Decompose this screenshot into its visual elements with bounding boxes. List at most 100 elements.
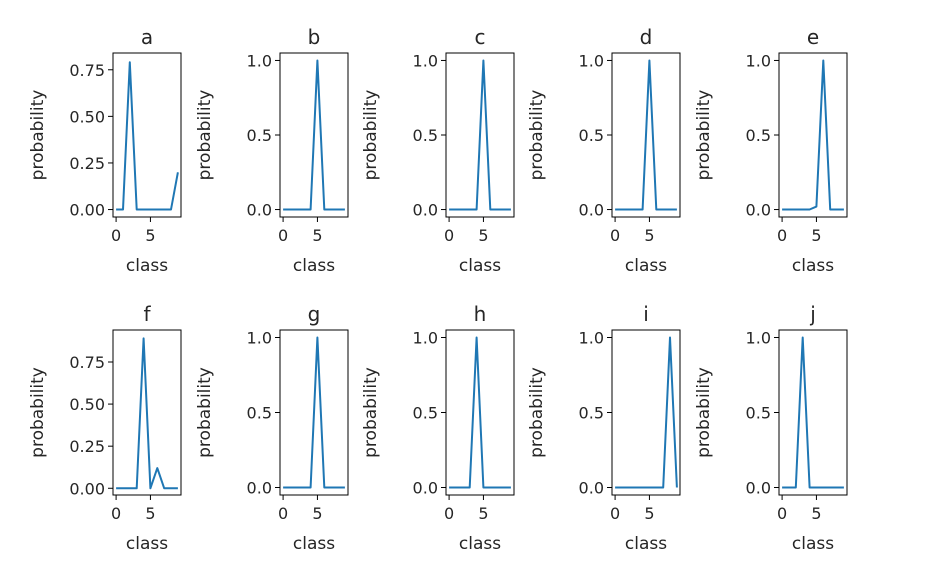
y-tick-label: 0.25 [69, 154, 105, 173]
y-tick-label: 0.5 [247, 126, 272, 145]
x-tick-label: 0 [111, 504, 121, 523]
x-axis-label: class [792, 256, 834, 276]
axes-frame [778, 52, 848, 218]
x-tick-label: 5 [312, 226, 322, 245]
subplot-c: 0.0 0.5 1.0 0 5 c class probability [361, 25, 515, 276]
subplot-title: d [640, 25, 653, 49]
series-line [283, 336, 345, 489]
y-tick-label: 0.0 [247, 201, 272, 220]
subplot-e: 0.0 0.5 1.0 0 5 e class probability [694, 25, 848, 276]
y-tick-label: 0.0 [579, 479, 604, 498]
series-line [615, 336, 678, 489]
subplot-title: e [807, 25, 819, 49]
x-tick-label: 5 [811, 504, 821, 523]
x-axis-label: class [459, 534, 501, 554]
y-axis-label: probability [195, 367, 215, 458]
x-tick-label: 0 [777, 504, 787, 523]
y-axis-label: probability [694, 367, 714, 458]
y-axis-label: probability [527, 90, 547, 181]
y-axis-label: probability [361, 90, 381, 181]
y-tick-label: 1.0 [247, 329, 272, 348]
subplot-title: c [475, 25, 486, 49]
axes-frame [112, 329, 182, 496]
y-tick-label: 1.0 [247, 51, 272, 70]
subplot-i: 0.0 0.5 1.0 0 5 i class probability [527, 302, 681, 554]
x-axis-label: class [625, 256, 667, 276]
x-tick-label: 0 [444, 504, 454, 523]
subplot-j: 0.0 0.5 1.0 0 5 j class probability [694, 302, 848, 554]
series-line [116, 61, 179, 211]
x-tick-label: 5 [145, 504, 155, 523]
y-axis-label: probability [195, 90, 215, 181]
x-tick-label: 5 [811, 226, 821, 245]
series-line [782, 336, 844, 489]
subplot-title: i [643, 302, 649, 326]
x-axis-label: class [792, 534, 834, 554]
y-tick-label: 0.0 [746, 201, 771, 220]
y-axis-label: probability [527, 367, 547, 458]
series-line [116, 337, 178, 490]
subplot-title: b [308, 25, 321, 49]
y-tick-label: 0.5 [579, 404, 604, 423]
series-line [782, 59, 844, 211]
subplot-title: f [143, 302, 151, 326]
y-tick-label: 1.0 [413, 329, 438, 348]
x-axis-label: class [126, 256, 168, 276]
subplot-a: 0.00 0.25 0.50 0.75 0 5 a class probability [28, 25, 182, 276]
y-axis-label: probability [694, 90, 714, 181]
y-tick-label: 0.0 [579, 201, 604, 220]
axes-frame [112, 52, 182, 218]
y-tick-label: 0.50 [69, 395, 105, 414]
subplot-d: 0.0 0.5 1.0 0 5 d class probability [527, 25, 681, 276]
y-tick-label: 0.75 [69, 61, 105, 80]
x-tick-label: 5 [644, 226, 654, 245]
y-tick-label: 1.0 [746, 329, 771, 348]
y-tick-label: 0.00 [69, 201, 105, 220]
y-axis-label: probability [28, 90, 48, 181]
series-line [449, 336, 511, 489]
subplot-b: 0.0 0.5 1.0 0 5 b class probability [195, 25, 349, 276]
series-line [449, 59, 511, 211]
x-tick-label: 0 [777, 226, 787, 245]
y-tick-label: 0.0 [413, 201, 438, 220]
y-tick-label: 1.0 [746, 51, 771, 70]
x-axis-label: class [293, 256, 335, 276]
x-axis-label: class [625, 534, 667, 554]
x-tick-label: 0 [610, 226, 620, 245]
x-tick-label: 5 [478, 504, 488, 523]
subplot-f: 0.00 0.25 0.50 0.75 0 5 f class probability [28, 302, 182, 554]
y-tick-label: 0.0 [746, 479, 771, 498]
x-axis-label: class [126, 534, 168, 554]
y-tick-label: 0.5 [746, 126, 771, 145]
y-axis-label: probability [361, 367, 381, 458]
subplot-title: h [474, 302, 487, 326]
y-axis-label: probability [28, 367, 48, 458]
y-tick-label: 0.0 [247, 479, 272, 498]
x-tick-label: 0 [278, 504, 288, 523]
x-tick-label: 5 [644, 504, 654, 523]
x-tick-label: 0 [444, 226, 454, 245]
y-tick-label: 0.00 [69, 479, 105, 498]
y-tick-label: 1.0 [413, 51, 438, 70]
series-line [615, 59, 677, 211]
x-tick-label: 5 [478, 226, 488, 245]
x-tick-label: 5 [145, 226, 155, 245]
y-tick-label: 0.0 [413, 479, 438, 498]
x-tick-label: 5 [312, 504, 322, 523]
subplot-g: 0.0 0.5 1.0 0 5 g class probability [195, 302, 349, 554]
subplot-h: 0.0 0.5 1.0 0 5 h class probability [361, 302, 515, 554]
x-axis-label: class [459, 256, 501, 276]
y-tick-label: 0.25 [69, 437, 105, 456]
x-tick-label: 0 [278, 226, 288, 245]
y-tick-label: 0.5 [746, 404, 771, 423]
subplot-title: a [141, 25, 153, 49]
y-tick-label: 1.0 [579, 329, 604, 348]
y-tick-label: 0.50 [69, 107, 105, 126]
x-tick-label: 0 [610, 504, 620, 523]
series-line [283, 59, 345, 211]
y-tick-label: 0.5 [413, 404, 438, 423]
y-tick-label: 1.0 [579, 51, 604, 70]
axes-frame [778, 329, 848, 496]
y-tick-label: 0.75 [69, 353, 105, 372]
